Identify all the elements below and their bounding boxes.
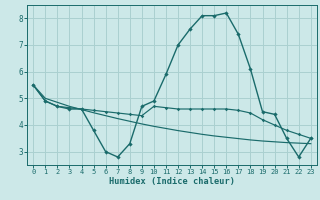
X-axis label: Humidex (Indice chaleur): Humidex (Indice chaleur): [109, 177, 235, 186]
